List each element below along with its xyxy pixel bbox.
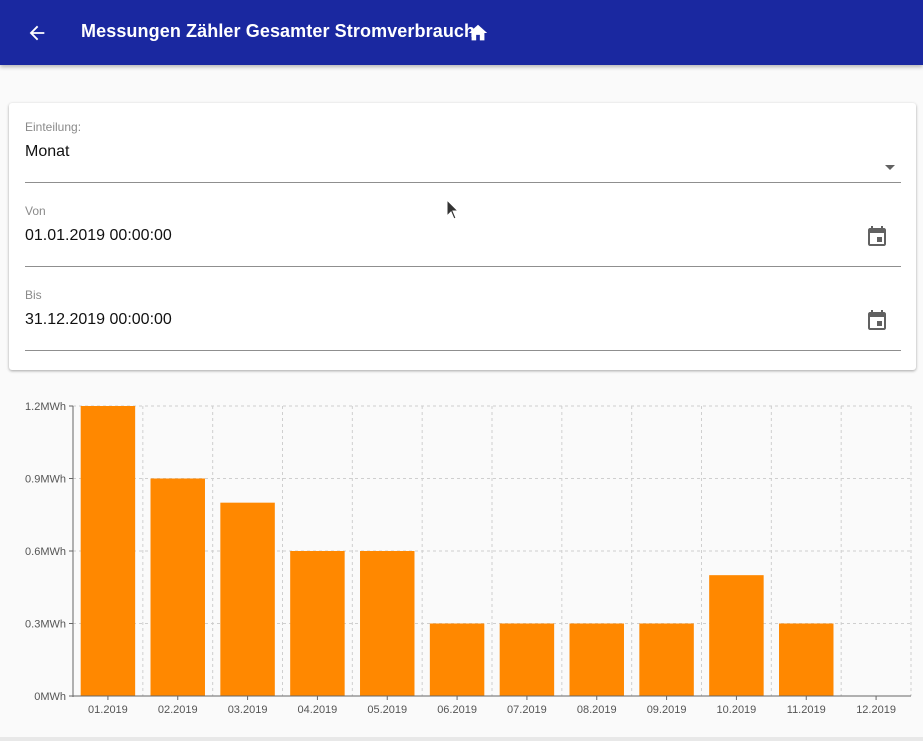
app-bar: Messungen Zähler Gesamter Stromverbrauch (0, 0, 923, 65)
x-tick-label: 01.2019 (88, 704, 128, 716)
bar-09.2019 (639, 623, 694, 696)
von-underline (25, 266, 901, 267)
x-tick-label: 09.2019 (647, 704, 687, 716)
von-value: 01.01.2019 00:00:00 (25, 227, 172, 244)
x-tick-label: 06.2019 (437, 704, 477, 716)
back-button[interactable] (22, 18, 52, 48)
bar-05.2019 (360, 551, 415, 696)
bar-06.2019 (429, 623, 485, 696)
bottom-scroll-strip (0, 737, 923, 741)
bar-chart-svg: 0MWh 0.3MWh 0.6MWh 0.9MWh 1.2MWh 01.2019 02.20… (25, 401, 912, 716)
x-tick-label: 03.2019 (228, 704, 268, 716)
bis-underline (25, 350, 901, 351)
calendar-icon[interactable] (865, 225, 889, 249)
y-tick-label: 0.3MWh (25, 619, 66, 631)
mouse-cursor-icon (446, 199, 460, 220)
bar-10.2019 (709, 575, 764, 696)
y-tick-label: 0.9MWh (25, 474, 66, 486)
einteilung-select[interactable]: Einteilung: Monat (25, 120, 901, 183)
bis-date-field[interactable]: Bis 31.12.2019 00:00:00 (25, 288, 901, 351)
x-tick-label: 10.2019 (717, 704, 757, 716)
bar-03.2019 (220, 502, 275, 696)
home-icon (468, 24, 488, 41)
von-date-field[interactable]: Von 01.01.2019 00:00:00 (25, 204, 901, 267)
einteilung-label: Einteilung: (25, 120, 82, 134)
home-button[interactable] (466, 21, 490, 45)
bar-01.2019 (80, 406, 136, 696)
bar-07.2019 (499, 623, 555, 696)
x-tick-label: 12.2019 (856, 704, 896, 716)
filter-card: Einteilung: Monat Von 01.01.2019 00:00:0… (9, 103, 916, 370)
bis-value: 31.12.2019 00:00:00 (25, 311, 172, 328)
x-tick-label: 05.2019 (367, 704, 407, 716)
bar-08.2019 (569, 623, 624, 696)
x-tick-label: 04.2019 (298, 704, 338, 716)
y-tick-label: 1.2MWh (25, 401, 66, 413)
dropdown-arrow-icon[interactable] (885, 165, 895, 170)
bar-04.2019 (290, 551, 345, 696)
bar-11.2019 (779, 623, 834, 696)
x-tick-label: 08.2019 (577, 704, 617, 716)
bar-02.2019 (150, 478, 205, 696)
einteilung-underline (25, 182, 901, 183)
page-title: Messungen Zähler Gesamter Stromverbrauch (81, 21, 476, 41)
y-tick-label: 0MWh (34, 691, 66, 703)
einteilung-value: Monat (25, 143, 70, 160)
y-tick-label: 0.6MWh (25, 546, 66, 558)
consumption-chart: 0MWh 0.3MWh 0.6MWh 0.9MWh 1.2MWh 01.2019 02.20… (0, 395, 923, 725)
x-tick-label: 02.2019 (158, 704, 198, 716)
x-tick-label: 07.2019 (507, 704, 547, 716)
arrow-back-icon (29, 25, 45, 41)
calendar-icon[interactable] (865, 309, 889, 333)
x-tick-label: 11.2019 (787, 704, 826, 716)
bis-label: Bis (25, 288, 42, 302)
von-label: Von (25, 204, 46, 218)
